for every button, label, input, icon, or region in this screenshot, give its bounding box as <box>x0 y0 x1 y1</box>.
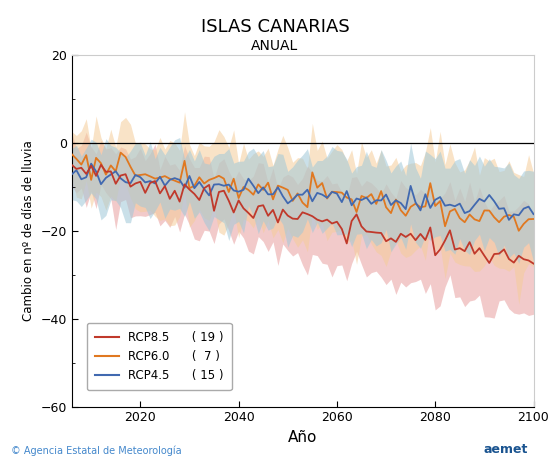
Legend: RCP8.5      ( 19 ), RCP6.0      (  7 ), RCP4.5      ( 15 ): RCP8.5 ( 19 ), RCP6.0 ( 7 ), RCP4.5 ( 15… <box>87 323 232 390</box>
Y-axis label: Cambio en nº de días de lluvia: Cambio en nº de días de lluvia <box>21 140 35 322</box>
Text: ANUAL: ANUAL <box>251 39 299 53</box>
Text: © Agencia Estatal de Meteorología: © Agencia Estatal de Meteorología <box>11 446 182 456</box>
Text: aemet: aemet <box>483 444 528 456</box>
Text: ISLAS CANARIAS: ISLAS CANARIAS <box>201 18 349 36</box>
X-axis label: Año: Año <box>288 430 317 445</box>
